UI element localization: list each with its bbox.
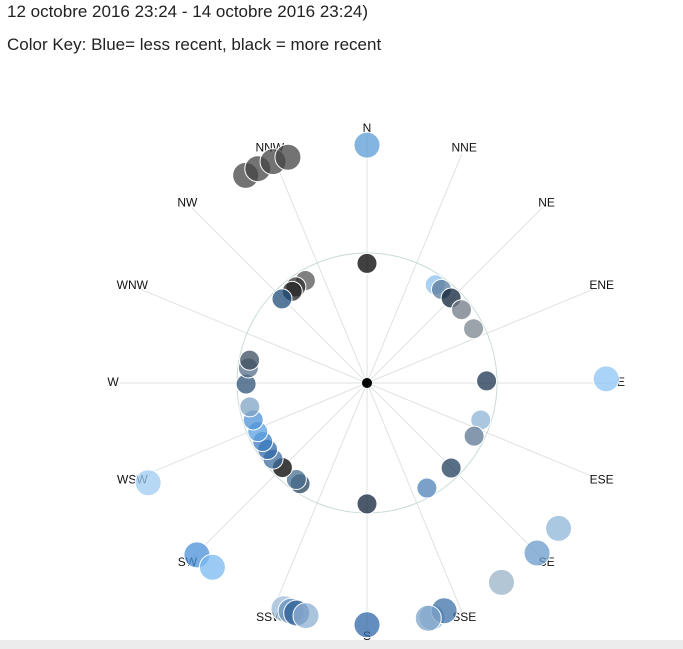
center-dot — [362, 378, 372, 388]
point — [356, 252, 378, 274]
point — [285, 469, 307, 491]
point — [414, 604, 442, 632]
spoke — [366, 153, 463, 384]
direction-label: NNE — [452, 141, 477, 155]
direction-label: W — [107, 375, 119, 389]
chart-title: 12 octobre 2016 23:24 - 14 octobre 2016 … — [7, 2, 369, 21]
point — [198, 553, 226, 581]
direction-label: ESE — [590, 472, 614, 486]
point — [353, 611, 381, 639]
scrollbar — [0, 640, 683, 649]
chart-subtitle: Color Key: Blue= less recent, black = mo… — [7, 35, 382, 54]
point — [545, 514, 573, 542]
spoke — [271, 153, 368, 384]
point — [440, 457, 462, 479]
direction-label: NE — [538, 196, 555, 210]
point — [239, 349, 261, 371]
spoke — [366, 287, 597, 384]
point — [274, 143, 302, 171]
spoke — [137, 287, 368, 384]
point — [353, 131, 381, 159]
point — [592, 365, 620, 393]
direction-label: E — [617, 375, 625, 389]
spoke — [271, 382, 368, 613]
point — [463, 425, 485, 447]
direction-label: N — [363, 121, 372, 135]
point — [523, 539, 551, 567]
point — [487, 568, 515, 596]
point — [134, 469, 162, 497]
point — [292, 602, 320, 630]
point — [416, 477, 438, 499]
point — [476, 370, 498, 392]
point — [451, 299, 473, 321]
point — [271, 288, 293, 310]
point — [239, 396, 261, 418]
direction-label: SSE — [452, 610, 476, 624]
direction-label: ENE — [589, 278, 614, 292]
direction-label: NW — [177, 196, 198, 210]
spoke — [366, 382, 463, 613]
direction-label: WNW — [117, 278, 149, 292]
point — [463, 318, 485, 340]
point — [356, 493, 378, 515]
